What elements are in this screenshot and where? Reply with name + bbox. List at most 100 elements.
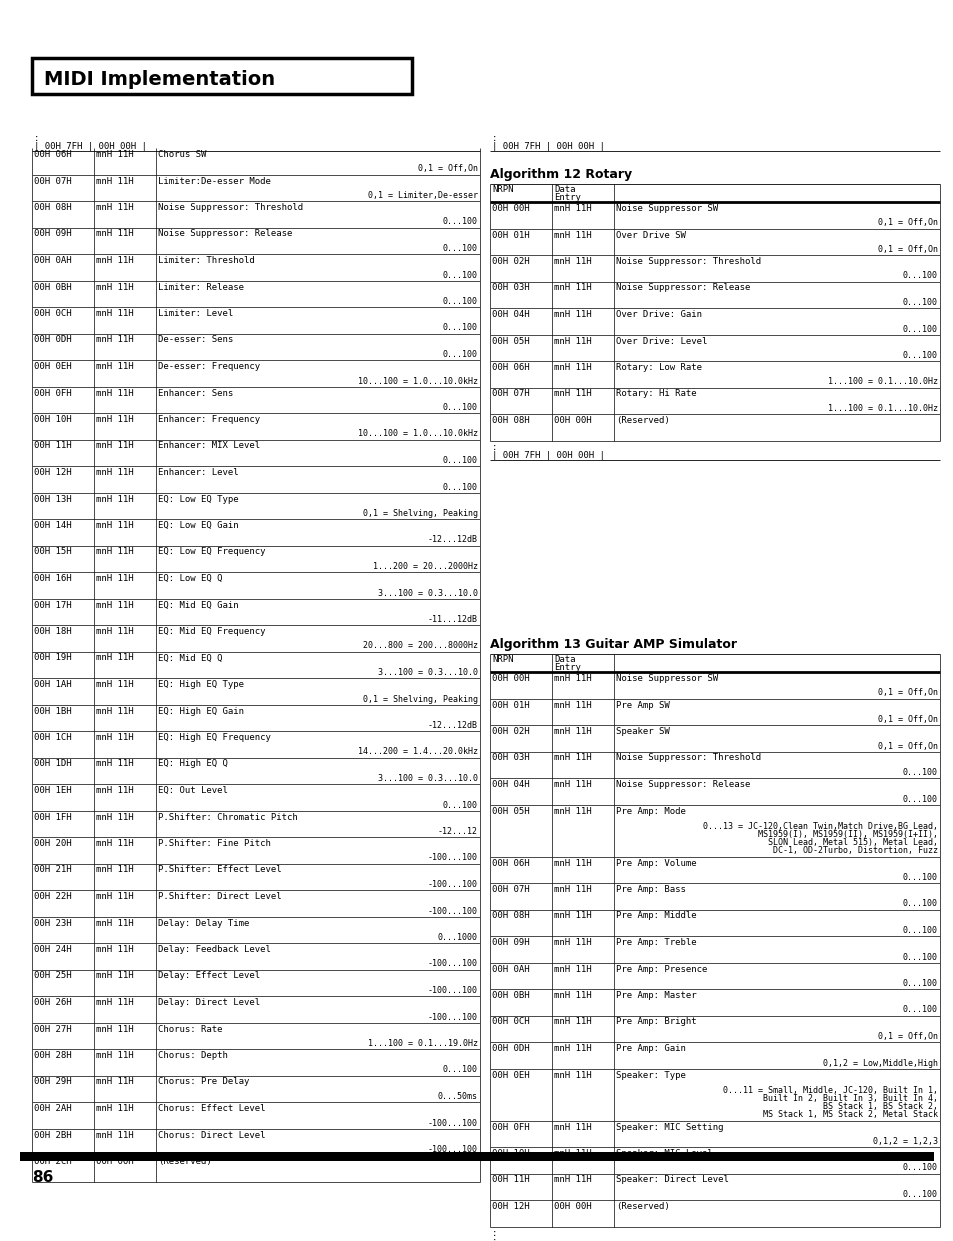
Text: Noise Suppressor SW: Noise Suppressor SW [616, 204, 718, 213]
Text: 0...100: 0...100 [902, 926, 937, 934]
Text: Speaker SW: Speaker SW [616, 727, 669, 736]
Text: SLON Lead, Metal 515), Metal Lead,: SLON Lead, Metal 515), Metal Lead, [767, 839, 937, 848]
Text: P.Shifter: Fine Pitch: P.Shifter: Fine Pitch [158, 839, 271, 848]
Text: mnH 11H: mnH 11H [96, 627, 133, 635]
Text: mnH 11H: mnH 11H [96, 654, 133, 663]
Text: mnH 11H: mnH 11H [96, 575, 133, 583]
Text: | 00H 7FH | 00H 00H |: | 00H 7FH | 00H 00H | [492, 450, 604, 459]
Text: mnH 11H: mnH 11H [554, 727, 591, 736]
Text: 00H 19H: 00H 19H [34, 654, 71, 663]
Text: P.Shifter: Chromatic Pitch: P.Shifter: Chromatic Pitch [158, 813, 297, 822]
Text: 0...100: 0...100 [442, 350, 477, 359]
Text: P.Shifter: Effect Level: P.Shifter: Effect Level [158, 865, 281, 875]
Text: Enhancer: Frequency: Enhancer: Frequency [158, 414, 260, 424]
Text: 00H 20H: 00H 20H [34, 839, 71, 848]
Text: mnH 11H: mnH 11H [554, 807, 591, 815]
Text: 00H 18H: 00H 18H [34, 627, 71, 635]
Text: mnH 11H: mnH 11H [554, 885, 591, 894]
Text: 3...100 = 0.3...10.0: 3...100 = 0.3...10.0 [377, 668, 477, 678]
Text: 00H 07H: 00H 07H [34, 176, 71, 185]
Text: mnH 11H: mnH 11H [554, 1018, 591, 1026]
Text: Built In 2, Built In 3, Built In 4,: Built In 2, Built In 3, Built In 4, [762, 1095, 937, 1103]
Text: 0...100: 0...100 [442, 297, 477, 307]
Text: -100...100: -100...100 [428, 1013, 477, 1021]
Text: MS Stack 1, MS Stack 2, Metal Stack: MS Stack 1, MS Stack 2, Metal Stack [762, 1111, 937, 1119]
Text: Noise Suppressor: Release: Noise Suppressor: Release [616, 283, 750, 293]
Text: 0,1 = Off,On: 0,1 = Off,On [877, 244, 937, 254]
Text: 0...100: 0...100 [902, 324, 937, 334]
Text: 00H 07H: 00H 07H [492, 390, 529, 398]
Text: 0...100: 0...100 [442, 1066, 477, 1075]
Text: Speaker: Direct Level: Speaker: Direct Level [616, 1175, 728, 1184]
Text: 0...100: 0...100 [902, 953, 937, 962]
Text: Pre Amp: Gain: Pre Amp: Gain [616, 1044, 685, 1054]
Text: -12...12dB: -12...12dB [428, 721, 477, 730]
Text: MS1959(I), MS1959(II), MS1959(I+II),: MS1959(I), MS1959(II), MS1959(I+II), [758, 830, 937, 839]
Text: mnH 11H: mnH 11H [96, 1131, 133, 1139]
Text: 00H 06H: 00H 06H [34, 150, 71, 159]
Text: mnH 11H: mnH 11H [554, 336, 591, 345]
Text: 00H 0FH: 00H 0FH [492, 1123, 529, 1132]
Text: Noise Suppressor: Release: Noise Suppressor: Release [616, 781, 750, 789]
Text: mnH 11H: mnH 11H [96, 892, 133, 901]
Text: 10...100 = 1.0...10.0kHz: 10...100 = 1.0...10.0kHz [357, 376, 477, 386]
Text: Rotary: Low Rate: Rotary: Low Rate [616, 364, 701, 372]
Text: Pre Amp: Mode: Pre Amp: Mode [616, 807, 685, 815]
Text: EQ: Mid EQ Frequency: EQ: Mid EQ Frequency [158, 627, 265, 635]
Text: Rotary: Hi Rate: Rotary: Hi Rate [616, 390, 696, 398]
Text: mnH 11H: mnH 11H [96, 839, 133, 848]
Text: 00H 28H: 00H 28H [34, 1051, 71, 1060]
Text: EQ: High EQ Frequency: EQ: High EQ Frequency [158, 733, 271, 742]
Text: Chorus: Rate: Chorus: Rate [158, 1025, 222, 1034]
Text: 00H 00H: 00H 00H [492, 674, 529, 683]
Text: Pre Amp: Bright: Pre Amp: Bright [616, 1018, 696, 1026]
Text: Delay: Delay Time: Delay: Delay Time [158, 918, 249, 927]
Text: 00H 23H: 00H 23H [34, 918, 71, 927]
Text: mnH 11H: mnH 11H [96, 204, 133, 212]
Text: 00H 2CH: 00H 2CH [34, 1157, 71, 1167]
Text: 00H 22H: 00H 22H [34, 892, 71, 901]
Text: 00H 12H: 00H 12H [492, 1203, 529, 1211]
Text: Pre Amp SW: Pre Amp SW [616, 700, 669, 710]
Text: 00H 01H: 00H 01H [492, 700, 529, 710]
Text: 00H 10H: 00H 10H [34, 414, 71, 424]
Text: Chorus: Direct Level: Chorus: Direct Level [158, 1131, 265, 1139]
Text: 3...100 = 0.3...10.0: 3...100 = 0.3...10.0 [377, 588, 477, 597]
Text: (Reserved): (Reserved) [616, 416, 669, 424]
Text: Entry: Entry [554, 194, 580, 202]
Text: 00H 1CH: 00H 1CH [34, 733, 71, 742]
Text: EQ: Low EQ Gain: EQ: Low EQ Gain [158, 521, 238, 530]
Text: Pre Amp: Master: Pre Amp: Master [616, 992, 696, 1000]
Text: mnH 11H: mnH 11H [96, 706, 133, 716]
Text: mnH 11H: mnH 11H [96, 1025, 133, 1034]
Text: Limiter: Release: Limiter: Release [158, 283, 244, 292]
Text: 00H 1AH: 00H 1AH [34, 680, 71, 689]
Text: Data: Data [554, 185, 575, 194]
Text: 0...100: 0...100 [902, 272, 937, 280]
Text: -12...12dB: -12...12dB [428, 536, 477, 545]
Text: mnH 11H: mnH 11H [96, 335, 133, 345]
Text: Pre Amp: Bass: Pre Amp: Bass [616, 885, 685, 894]
Text: DC-1, OD-2Turbo, Distortion, Fuzz: DC-1, OD-2Turbo, Distortion, Fuzz [772, 846, 937, 855]
Text: EQ: High EQ Q: EQ: High EQ Q [158, 759, 228, 768]
Text: 00H 27H: 00H 27H [34, 1025, 71, 1034]
Text: 00H 24H: 00H 24H [34, 944, 71, 954]
Text: Limiter:De-esser Mode: Limiter:De-esser Mode [158, 176, 271, 185]
Text: 00H 0EH: 00H 0EH [492, 1071, 529, 1080]
Text: Delay: Effect Level: Delay: Effect Level [158, 972, 260, 980]
Text: 0,1,2 = 1,2,3: 0,1,2 = 1,2,3 [872, 1137, 937, 1145]
Text: -100...100: -100...100 [428, 854, 477, 862]
Text: 00H 06H: 00H 06H [492, 859, 529, 867]
Text: 00H 03H: 00H 03H [492, 753, 529, 762]
Text: mnH 11H: mnH 11H [554, 204, 591, 213]
Text: -100...100: -100...100 [428, 906, 477, 916]
Text: 10...100 = 1.0...10.0kHz: 10...100 = 1.0...10.0kHz [357, 429, 477, 438]
Text: mnH 11H: mnH 11H [554, 992, 591, 1000]
Text: -100...100: -100...100 [428, 1145, 477, 1154]
Text: 00H 02H: 00H 02H [492, 257, 529, 266]
Text: Entry: Entry [554, 663, 580, 671]
Text: mnH 11H: mnH 11H [96, 680, 133, 689]
Text: mnH 11H: mnH 11H [554, 1123, 591, 1132]
Text: MIDI Implementation: MIDI Implementation [44, 69, 274, 89]
Text: :: : [492, 134, 497, 143]
